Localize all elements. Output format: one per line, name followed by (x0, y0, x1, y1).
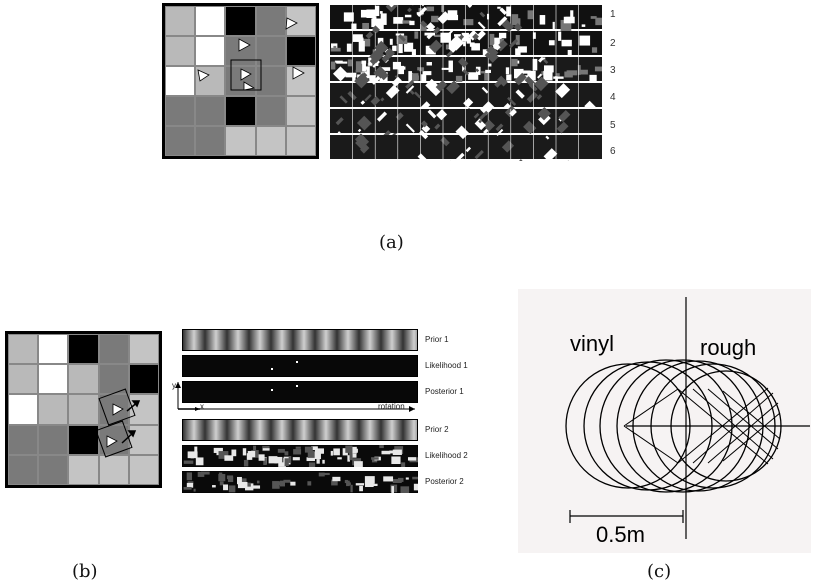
grid-cell (8, 454, 39, 485)
robot-pose-box (230, 59, 262, 91)
band-posterior-1 (182, 381, 418, 403)
robot-marker (238, 38, 251, 52)
panel-b-robot-poses (95, 388, 141, 458)
grid-cell (98, 454, 129, 485)
grid-cell (8, 394, 39, 425)
robot-marker (243, 81, 256, 91)
row-label-1: 1 (610, 9, 616, 20)
band-prior-1 (182, 329, 418, 351)
panel-c-surface-diagram: vinyl rough 0.5m (518, 289, 811, 553)
row-label-6: 6 (610, 146, 616, 157)
grid-cell (68, 364, 99, 395)
panel-a-map-grid (162, 3, 319, 159)
grid-cell (128, 364, 159, 395)
panel-a-observation-strips (330, 5, 602, 161)
grid-cell (165, 126, 196, 156)
grid-cell (285, 36, 316, 66)
grid-cell (38, 364, 69, 395)
grid-cell (285, 126, 316, 156)
label-posterior-2: Posterior 2 (425, 477, 464, 486)
robot-marker (106, 435, 118, 448)
label-likelihood-2: Likelihood 2 (425, 451, 468, 460)
caption-c: (c) (647, 561, 672, 582)
grid-cell (38, 334, 69, 365)
grid-cell (225, 126, 256, 156)
grid-cell (128, 334, 159, 365)
grid-cell (195, 126, 226, 156)
grid-cell (128, 424, 159, 455)
grid-cell (38, 454, 69, 485)
robot-marker (112, 403, 124, 416)
robot-pose-box (98, 388, 136, 426)
grid-cell (38, 424, 69, 455)
grid-cell (225, 96, 256, 126)
band-likelihood-1 (182, 355, 418, 377)
robot-marker (285, 17, 298, 30)
robot-marker (197, 69, 210, 82)
row-label-4: 4 (610, 92, 616, 103)
grid-cell (98, 334, 129, 365)
axis-rotation-label: rotation (378, 402, 405, 411)
row-label-5: 5 (610, 120, 616, 131)
grid-cell (68, 454, 99, 485)
grid-cell (68, 334, 99, 365)
row-label-3: 3 (610, 65, 616, 76)
grid-cell (68, 424, 99, 455)
grid-cell (128, 454, 159, 485)
scale-label: 0.5m (596, 522, 645, 547)
grid-cell (165, 66, 196, 96)
grid-cell (8, 334, 39, 365)
label-vinyl: vinyl (570, 331, 615, 356)
row-label-2: 2 (610, 38, 616, 49)
grid-cell (8, 424, 39, 455)
robot-pose-box (95, 420, 133, 458)
grid-cell (38, 394, 69, 425)
grid-cell (195, 36, 226, 66)
band-prior-2 (182, 419, 418, 441)
grid-cell (285, 96, 316, 126)
caption-a: (a) (379, 232, 404, 253)
grid-cell (255, 6, 286, 36)
grid-cell (8, 364, 39, 395)
label-posterior-1: Posterior 1 (425, 387, 464, 396)
grid-cell (195, 96, 226, 126)
robot-marker (292, 66, 305, 80)
panel-b-map-grid (5, 331, 162, 488)
label-likelihood-1: Likelihood 1 (425, 361, 468, 370)
grid-cell (165, 96, 196, 126)
surface-circles (565, 297, 810, 539)
grid-cell (165, 36, 196, 66)
label-prior-2: Prior 2 (425, 425, 449, 434)
grid-cell (255, 126, 286, 156)
band-likelihood-2 (182, 445, 418, 467)
grid-cell (285, 6, 316, 36)
band-posterior-2 (182, 471, 418, 493)
caption-b: (b) (72, 561, 98, 582)
axis-y-label: y (172, 381, 176, 390)
grid-cell (195, 6, 226, 36)
label-rough: rough (700, 335, 757, 360)
grid-cell (68, 394, 99, 425)
robot-marker (240, 68, 252, 81)
grid-cell (225, 6, 256, 36)
grid-cell (225, 66, 256, 96)
label-prior-1: Prior 1 (425, 335, 449, 344)
panel-a-robot-markers (197, 17, 305, 91)
band-axes (175, 382, 415, 412)
axis-x-label: x (200, 402, 204, 411)
grid-cell (255, 96, 286, 126)
grid-cell (165, 6, 196, 36)
